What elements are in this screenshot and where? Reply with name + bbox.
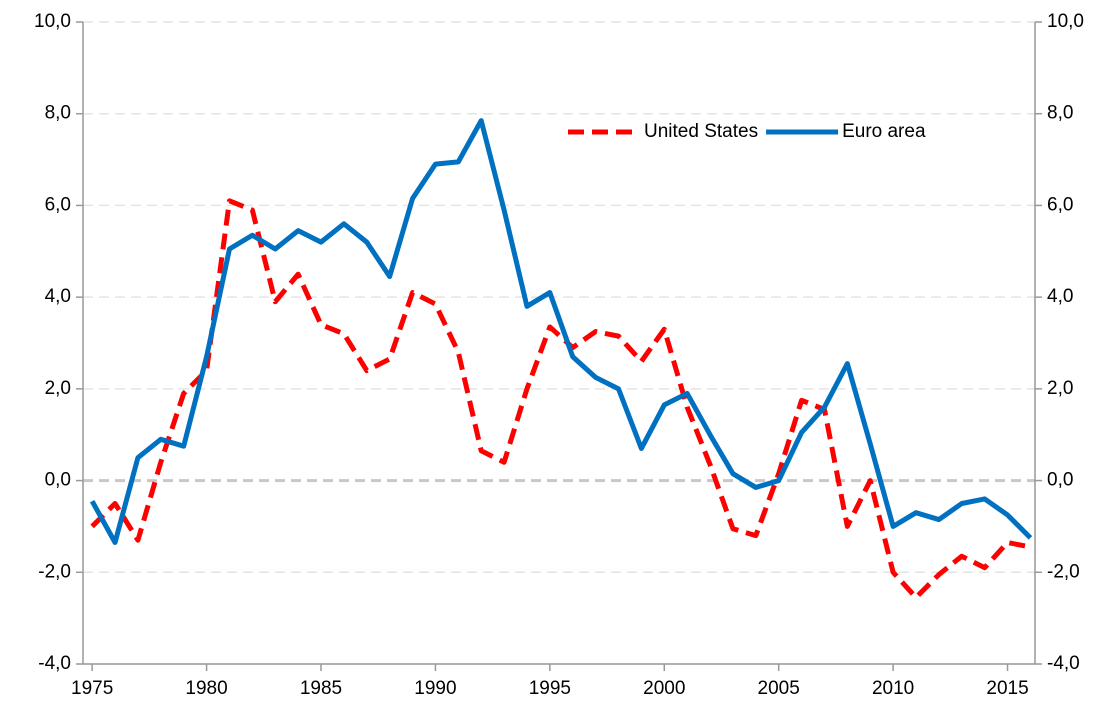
legend-label: United States [644, 121, 758, 142]
x-tick-label: 2005 [758, 678, 800, 699]
y-tick-label: 8,0 [45, 103, 71, 124]
y2-tick-label: 8,0 [1047, 103, 1073, 124]
x-tick-label: 2010 [872, 678, 914, 699]
y2-tick-label: 2,0 [1047, 378, 1073, 399]
y-tick-label: 0,0 [45, 470, 71, 491]
x-tick-label: 1975 [71, 678, 113, 699]
y-tick-label: 10,0 [34, 11, 71, 32]
y-tick-label: 2,0 [45, 378, 71, 399]
y2-tick-label: -2,0 [1047, 561, 1080, 582]
x-tick-label: 1995 [529, 678, 571, 699]
y2-tick-label: 4,0 [1047, 286, 1073, 307]
x-tick-label: 2015 [986, 678, 1028, 699]
y-tick-label: 6,0 [45, 194, 71, 215]
line-series [90, 198, 1031, 601]
y-tick-label: -4,0 [38, 653, 71, 674]
y2-tick-label: 10,0 [1047, 11, 1084, 32]
x-tick-label: 1980 [185, 678, 227, 699]
y-tick-label: -2,0 [38, 561, 71, 582]
y2-tick-label: 6,0 [1047, 194, 1073, 215]
y2-tick-label: 0,0 [1047, 470, 1073, 491]
y2-tick-label: -4,0 [1047, 653, 1080, 674]
line-series [89, 118, 1033, 545]
y-tick-label: 4,0 [45, 286, 71, 307]
legend-label: Euro area [842, 121, 926, 142]
x-tick-label: 2000 [643, 678, 685, 699]
x-tick-label: 1985 [300, 678, 342, 699]
x-tick-label: 1990 [414, 678, 456, 699]
